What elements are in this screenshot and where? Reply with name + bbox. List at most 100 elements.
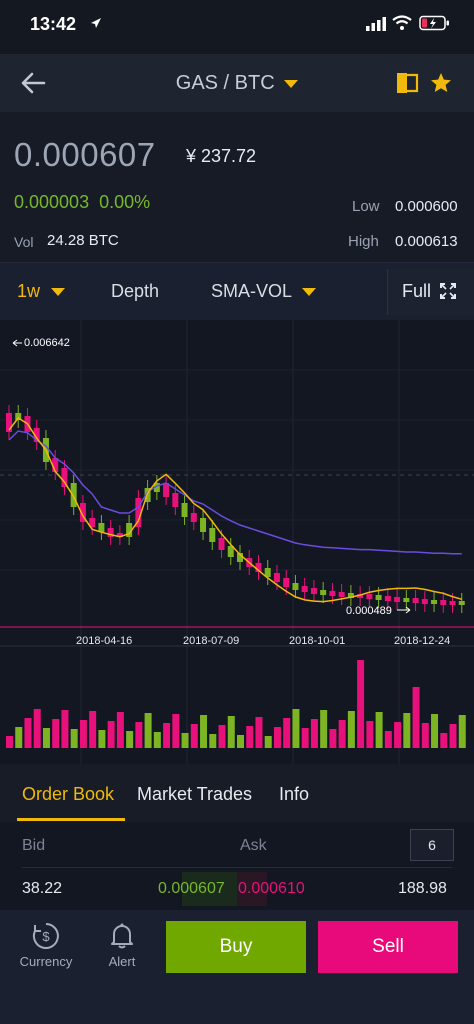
volume-bar (292, 709, 300, 748)
divider (22, 867, 452, 868)
tab-depth[interactable]: Depth (111, 281, 160, 301)
ask-label: Ask (240, 837, 267, 854)
bid-price: 0.000607 (158, 880, 225, 897)
status-bar: 13:42 (0, 0, 474, 54)
volume-bar (255, 717, 263, 748)
back-arrow-icon[interactable] (20, 71, 46, 95)
candle (366, 594, 373, 599)
wifi-icon (392, 15, 412, 30)
volume-bar (403, 713, 411, 748)
ask-price: 0.000610 (238, 880, 305, 897)
price-change-abs: 0.000003 (14, 192, 90, 212)
order-book-row[interactable]: 38.22 0.000607 0.000610 188.98 (0, 868, 474, 910)
candle (283, 578, 290, 587)
volume-bar (144, 713, 152, 748)
date-label-2: 2018-07-09 (183, 635, 239, 647)
bid-label: Bid (22, 837, 46, 854)
signal-icon (366, 17, 386, 31)
volume-bar (283, 718, 291, 748)
candle (320, 590, 327, 595)
currency-button[interactable]: $ Currency (8, 920, 84, 980)
volume-bar (163, 723, 171, 748)
volume-bar (42, 728, 50, 748)
currency-icon: $ (32, 923, 59, 949)
candle (79, 503, 86, 522)
tab-interval-label: 1w (17, 281, 41, 301)
status-time: 13:42 (30, 14, 77, 34)
volume-bar (449, 724, 457, 748)
volume-bar (135, 722, 143, 748)
candle (458, 601, 465, 605)
volume-bar (394, 722, 402, 748)
volume-bar (458, 715, 466, 748)
candle (190, 513, 197, 522)
volume-bar (329, 729, 337, 748)
volume-bar (52, 719, 60, 748)
volume-bar (421, 723, 429, 748)
tab-order-book[interactable]: Order Book (22, 784, 115, 804)
fullscreen-button[interactable]: Full (387, 269, 474, 315)
chart-canvas: 0.006642 0.000489 2018-04-16 2018-07-09 … (0, 320, 474, 764)
tab-interval[interactable]: 1w (17, 281, 66, 302)
sell-button[interactable]: Sell (318, 921, 458, 973)
volume-bar (79, 720, 87, 748)
candle (209, 528, 216, 542)
tab-info[interactable]: Info (279, 784, 310, 804)
candle (107, 528, 114, 537)
high-label: High (348, 233, 379, 250)
candle (357, 594, 364, 598)
volume-bar (209, 734, 217, 748)
ma-long-line (8, 430, 462, 555)
bid-depth-bar (182, 872, 237, 906)
candle (227, 546, 234, 557)
volume-bar (273, 727, 281, 748)
candle (338, 592, 345, 597)
candle (394, 597, 401, 602)
candle (237, 553, 243, 562)
volume-bar (237, 735, 244, 748)
candle (273, 573, 280, 582)
candle (329, 591, 336, 596)
candle (384, 596, 391, 601)
candle (412, 598, 419, 603)
buy-button[interactable]: Buy (166, 921, 306, 973)
volume-bar (227, 716, 235, 748)
candle (163, 483, 170, 497)
volume-bar (6, 736, 13, 748)
tab-market-trades[interactable]: Market Trades (137, 784, 253, 804)
candle (70, 483, 77, 507)
tab-indicator[interactable]: SMA-VOL (211, 281, 317, 302)
fullscreen-label: Full (402, 281, 432, 301)
volume-bar (98, 730, 106, 748)
candlestick-chart[interactable]: 0.006642 0.000489 2018-04-16 2018-07-09 … (0, 320, 474, 764)
candle (264, 568, 271, 577)
candle (421, 599, 428, 604)
candle (310, 588, 317, 594)
candle (403, 598, 410, 602)
volume-bar (200, 715, 208, 748)
volume-bar (126, 731, 134, 748)
volume-bar (338, 720, 346, 748)
last-price: 0.000607 (14, 136, 156, 173)
caret-down-icon (302, 288, 317, 296)
low-value: 0.000600 (395, 198, 458, 215)
volume-bar (375, 712, 383, 748)
depth-precision-button[interactable]: 6 (410, 829, 454, 861)
star-icon[interactable] (430, 72, 452, 94)
volume-bar (61, 710, 69, 748)
candle (301, 586, 308, 592)
volume-bar (190, 724, 198, 748)
volume-bar (116, 712, 124, 748)
volume-bar (107, 721, 115, 748)
candle (449, 601, 456, 605)
currency-label: Currency (19, 954, 73, 969)
volume-bar (357, 660, 365, 748)
ma-short-line (8, 417, 463, 603)
volume-bar (440, 733, 448, 748)
alert-button[interactable]: Alert (96, 920, 148, 980)
candle (116, 533, 123, 537)
price-change-pct: 0.00% (99, 192, 151, 212)
low-label: Low (352, 198, 380, 215)
pair-selector[interactable]: GAS / BTC (0, 72, 474, 95)
compare-icon[interactable] (396, 72, 420, 94)
